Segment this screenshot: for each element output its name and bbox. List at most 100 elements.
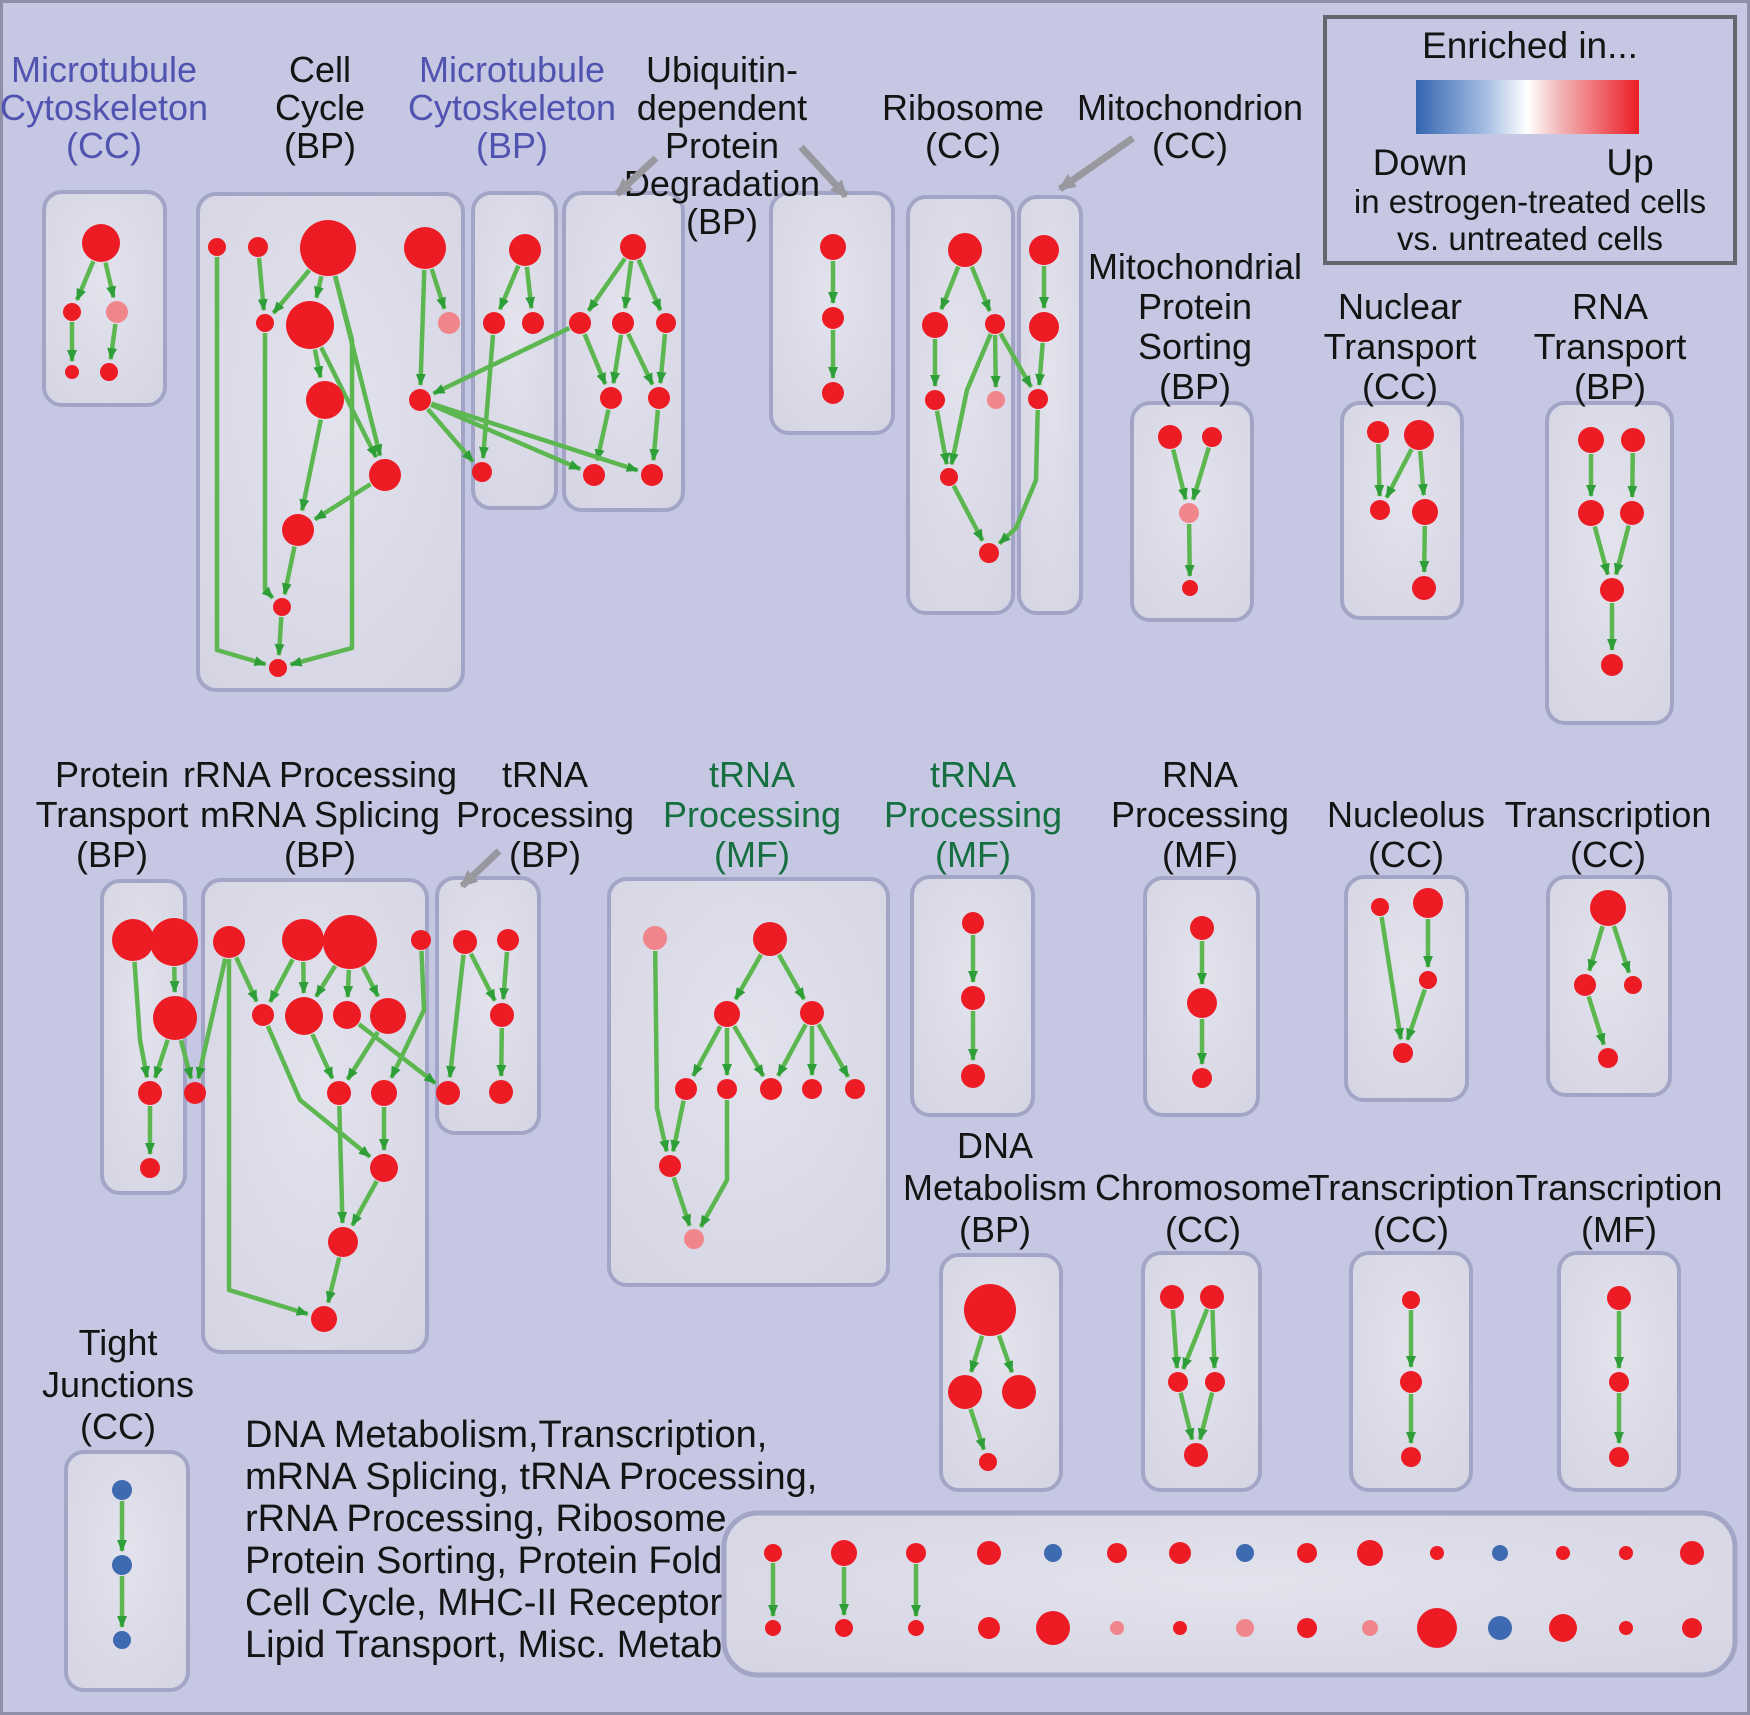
node-txmf-0 bbox=[1607, 1286, 1631, 1310]
misc-node-top-4 bbox=[1044, 1544, 1062, 1562]
misc-cluster-box bbox=[721, 1510, 1738, 1678]
node-rpmf-0 bbox=[1190, 916, 1214, 940]
cluster-label-line: (CC) bbox=[1152, 125, 1228, 166]
node-tbp-1 bbox=[497, 929, 519, 951]
node-chrom-1 bbox=[1200, 1285, 1224, 1309]
cluster-label-line: (CC) bbox=[80, 1406, 156, 1447]
edge-ribo bbox=[951, 484, 985, 542]
node-mtcc-2 bbox=[106, 301, 128, 323]
misc-node-top-7 bbox=[1236, 1544, 1254, 1562]
cross-edge bbox=[430, 402, 582, 472]
cluster-box-mtbp bbox=[471, 191, 558, 510]
misc-node-bottom-0 bbox=[765, 1620, 781, 1636]
edge-tbp bbox=[496, 1027, 507, 1077]
node-ubiq1-3 bbox=[656, 313, 676, 333]
cluster-label-line: Nuclear bbox=[1338, 286, 1462, 327]
cluster-label-rrna: rRNA Processing mRNA Splicing (BP) bbox=[183, 754, 457, 875]
node-tj-1 bbox=[112, 1555, 132, 1575]
misc-node-bottom-7 bbox=[1236, 1619, 1254, 1637]
cluster-label-line: (CC) bbox=[1570, 834, 1646, 875]
cluster-label-line: RNA bbox=[1162, 754, 1238, 795]
cluster-label-tbp: tRNA Processing (BP) bbox=[456, 754, 634, 875]
node-tmf2-1 bbox=[961, 986, 985, 1010]
misc-node-top-9 bbox=[1357, 1540, 1383, 1566]
legend-title: Enriched in... bbox=[1422, 25, 1638, 66]
cluster-label-line: Metabolism bbox=[903, 1167, 1087, 1208]
misc-node-bottom-10 bbox=[1417, 1608, 1457, 1648]
misc-node-top-12 bbox=[1556, 1546, 1570, 1560]
node-chrom-0 bbox=[1160, 1285, 1184, 1309]
edge-ubiq1 bbox=[594, 409, 611, 462]
node-tmf1-8 bbox=[845, 1079, 865, 1099]
legend-up-label: Up bbox=[1606, 142, 1653, 183]
misc-cluster bbox=[721, 1510, 1738, 1678]
cluster-label-line: (MF) bbox=[714, 834, 790, 875]
edge-ubiq1 bbox=[626, 332, 655, 386]
cluster-label-line: (CC) bbox=[1373, 1209, 1449, 1250]
cluster-label-line: (BP) bbox=[959, 1209, 1031, 1250]
edge-cc bbox=[312, 349, 324, 379]
node-rrna-0 bbox=[213, 926, 245, 958]
node-ribo-6 bbox=[979, 543, 999, 563]
node-ubiq2-1 bbox=[822, 307, 844, 329]
node-pt-5 bbox=[140, 1158, 160, 1178]
edge-txcc2 bbox=[1611, 925, 1632, 974]
cluster-box-nucl bbox=[1344, 875, 1469, 1102]
misc-node-bottom-13 bbox=[1619, 1621, 1633, 1635]
node-cc-8 bbox=[409, 389, 431, 411]
node-txcc2-3 bbox=[1598, 1048, 1618, 1068]
node-tbp-4 bbox=[489, 1080, 513, 1104]
node-ubiq1-6 bbox=[583, 464, 605, 486]
cluster-label-line: (CC) bbox=[1165, 1209, 1241, 1250]
node-cc-7 bbox=[306, 381, 344, 419]
node-cc-12 bbox=[269, 659, 287, 677]
cluster-label-pt: Protein Transport (BP) bbox=[36, 754, 189, 875]
cluster-label-line: Processing bbox=[456, 794, 634, 835]
node-txmf-1 bbox=[1609, 1372, 1629, 1392]
node-nucl-2 bbox=[1419, 971, 1437, 989]
edge-pt bbox=[178, 1039, 194, 1080]
edge-ubiq1 bbox=[586, 257, 627, 312]
cluster-label-mtcc: Microtubule Cytoskeleton (CC) bbox=[0, 49, 208, 166]
misc-node-top-6 bbox=[1169, 1542, 1191, 1564]
edge-tmf1 bbox=[670, 1100, 686, 1153]
node-dnam-3 bbox=[979, 1453, 997, 1471]
annotation-arrow-3 bbox=[459, 848, 502, 889]
edge-rrna bbox=[314, 964, 338, 998]
labels-layer: Microtubule Cytoskeleton (CC)Cell Cycle (BP)… bbox=[0, 49, 1722, 1447]
node-tmf1-4 bbox=[675, 1078, 697, 1100]
edge-mito bbox=[1035, 342, 1046, 386]
cluster-label-line: Junctions bbox=[42, 1364, 194, 1405]
node-dnam-2 bbox=[1002, 1375, 1036, 1409]
misc-node-top-0 bbox=[764, 1544, 782, 1562]
node-rrna-11 bbox=[328, 1227, 358, 1257]
cluster-box-txcc2 bbox=[1546, 875, 1672, 1097]
cluster-label-line: Mitochondrion bbox=[1077, 87, 1303, 128]
edge-cc bbox=[299, 419, 324, 512]
edge-rrna bbox=[325, 1256, 342, 1304]
node-cc-2 bbox=[300, 220, 356, 276]
cluster-label-line: tRNA bbox=[502, 754, 588, 795]
cluster-label-line: dependent bbox=[637, 87, 807, 128]
cluster-label-line: Transport bbox=[1534, 326, 1687, 367]
node-txcc2-2 bbox=[1624, 976, 1642, 994]
node-nt-0 bbox=[1367, 421, 1389, 443]
misc-node-bottom-3 bbox=[978, 1617, 1000, 1639]
cluster-label-line: Protein bbox=[665, 125, 779, 166]
edge-ribo bbox=[939, 265, 961, 311]
cluster-label-line: Protein bbox=[1138, 286, 1252, 327]
cluster-label-dnam: DNA Metabolism (BP) bbox=[903, 1125, 1087, 1250]
node-dnam-0 bbox=[964, 1284, 1016, 1336]
misc-node-top-14 bbox=[1680, 1541, 1704, 1565]
node-mps-2 bbox=[1179, 503, 1199, 523]
edge-rrna bbox=[310, 1033, 335, 1080]
edge-rrna bbox=[343, 969, 354, 998]
edge-rrna bbox=[226, 959, 309, 1317]
node-tmf2-0 bbox=[962, 912, 984, 934]
node-mps-3 bbox=[1182, 580, 1198, 596]
edge-cc bbox=[314, 275, 324, 299]
node-ubiq1-1 bbox=[569, 312, 591, 334]
cluster-label-line: (BP) bbox=[76, 834, 148, 875]
cluster-label-line: Cell bbox=[289, 49, 351, 90]
edge-cc bbox=[313, 482, 372, 522]
